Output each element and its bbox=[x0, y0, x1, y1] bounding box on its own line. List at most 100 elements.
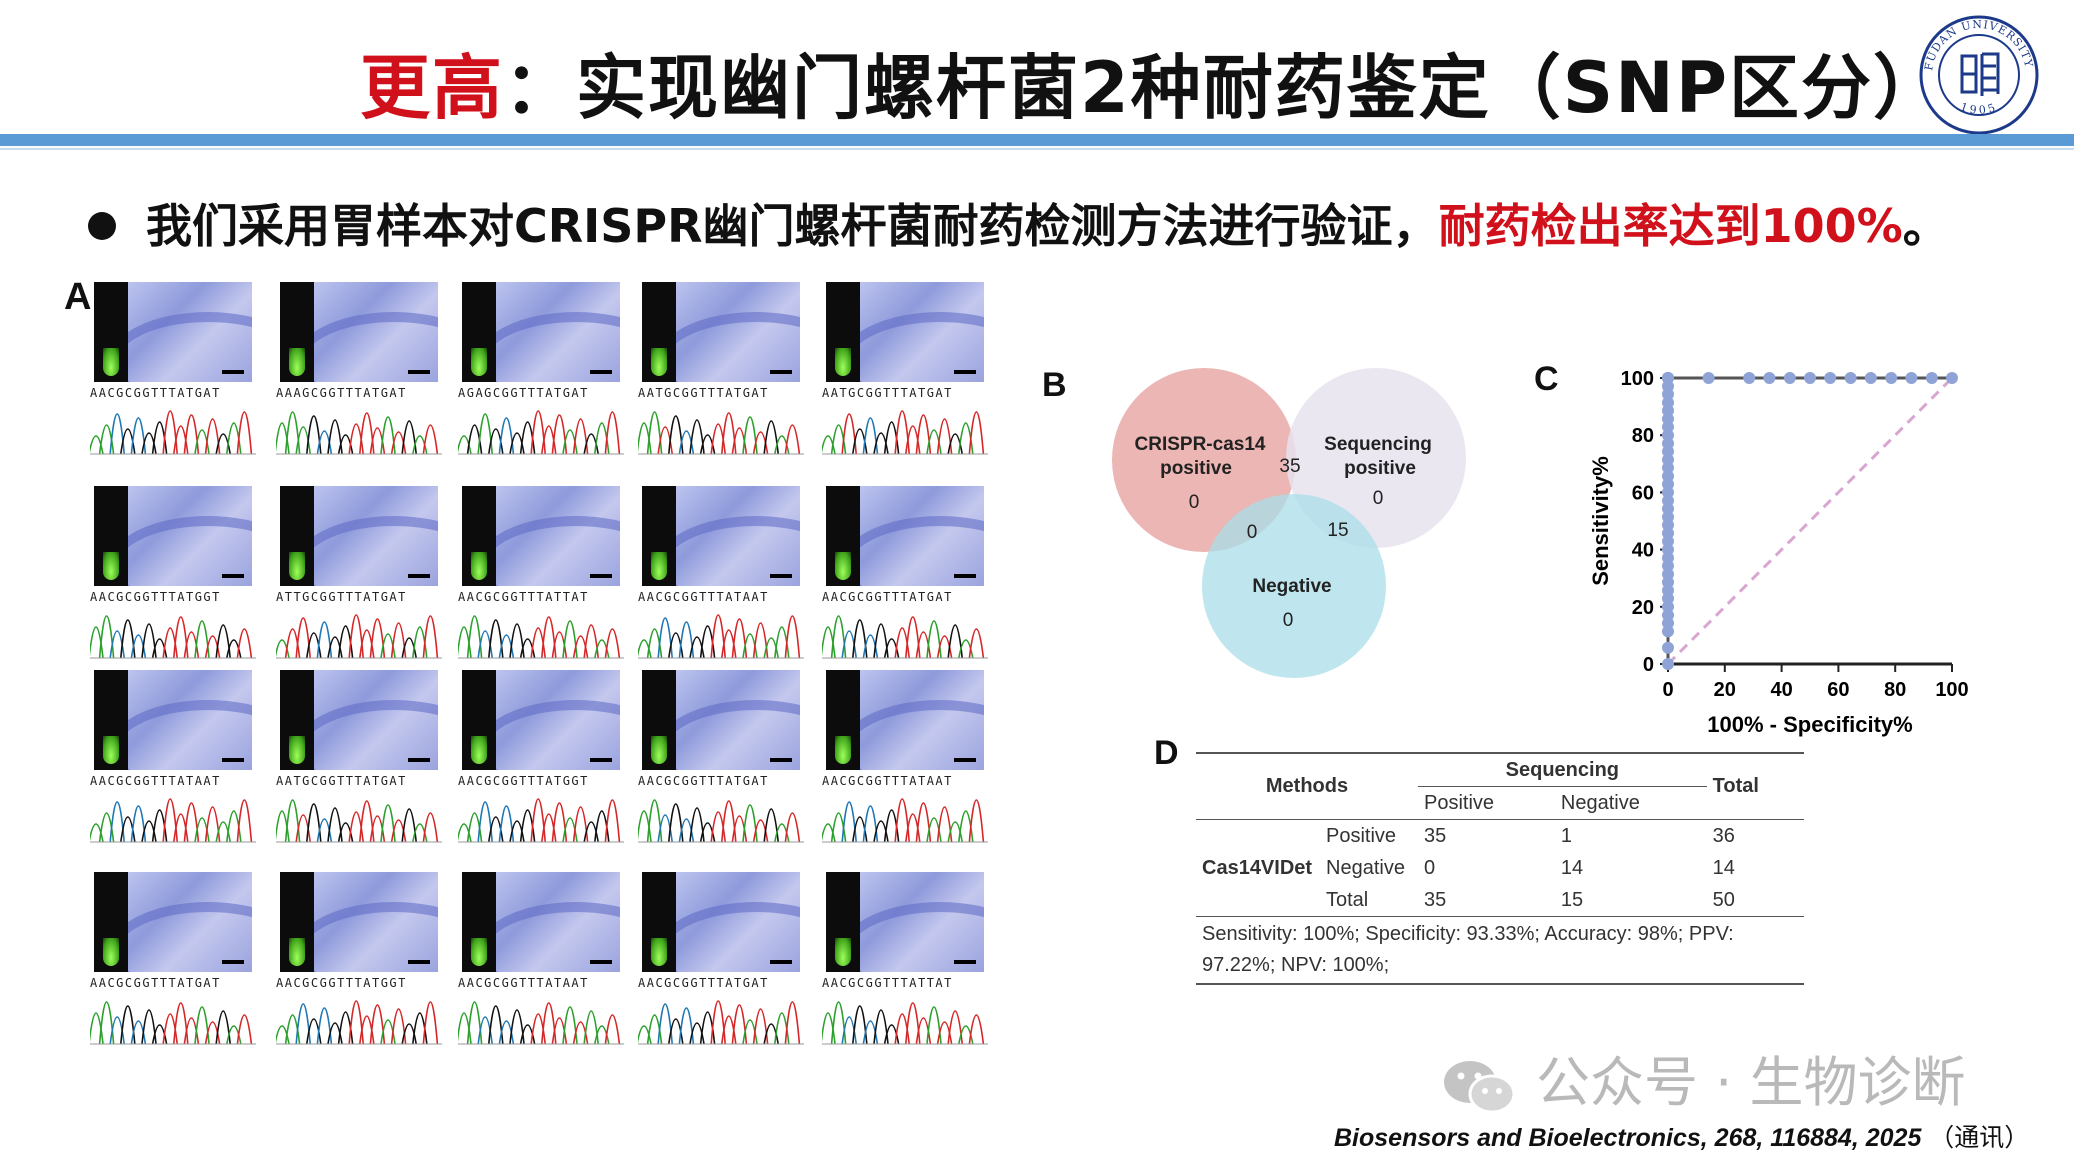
roc-chart: 0 20 40 60 80 100 0 20 40 60 80 100 100% - Specifici… bbox=[1588, 368, 1969, 737]
citation-ref: Biosensors and Bioelectronics, 268, 1168… bbox=[1334, 1124, 1922, 1152]
th-methods: Methods bbox=[1265, 775, 1349, 797]
venn-seq-neg: 15 bbox=[1327, 520, 1348, 541]
roc-point bbox=[1743, 372, 1756, 384]
y-axis-label: Sensitivity% bbox=[1588, 456, 1613, 586]
sequence-text: AACGCGGTTTATGAT bbox=[638, 976, 769, 990]
sample-panel: AACGCGGTTTATGAT bbox=[90, 282, 256, 457]
chromatogram bbox=[822, 1001, 988, 1045]
title-highlight: 更高 bbox=[360, 47, 504, 129]
sample-panel: AACGCGGTTTATGAT bbox=[822, 486, 988, 661]
panel-a-label: A bbox=[64, 276, 92, 318]
venn-seq-label-2: positive bbox=[1344, 458, 1416, 479]
sample-panel: AATGCGGTTTATGAT bbox=[276, 670, 442, 845]
row-pos: 35 bbox=[1424, 824, 1447, 847]
y-tick-label: 40 bbox=[1632, 540, 1654, 562]
sample-panel: AACGCGGTTTATAAT bbox=[458, 872, 624, 1047]
roc-point bbox=[1864, 372, 1877, 384]
sample-panel: AACGCGGTTTATAAT bbox=[90, 670, 256, 845]
roc-point bbox=[1662, 609, 1674, 622]
chromatogram bbox=[822, 615, 988, 659]
histology-image bbox=[860, 670, 984, 770]
row-neg: 14 bbox=[1560, 856, 1584, 879]
row-name: Negative bbox=[1326, 856, 1405, 879]
fluorescence-tube-image bbox=[280, 872, 314, 972]
sequence-text: AACGCGGTTTATAAT bbox=[458, 976, 589, 990]
histology-image bbox=[676, 872, 800, 972]
roc-point bbox=[1662, 429, 1674, 442]
header-divider-thin bbox=[0, 148, 2074, 150]
fluorescence-tube-image bbox=[462, 872, 496, 972]
x-axis-label: 100% - Specificity% bbox=[1707, 712, 1912, 737]
roc-point bbox=[1662, 453, 1674, 466]
y-tick-label: 100 bbox=[1621, 368, 1654, 390]
panel-b-label: B bbox=[1042, 366, 1067, 404]
title-rest: ：实现幽门螺杆菌2种耐药鉴定（SNP区分） bbox=[504, 47, 1946, 129]
roc-point bbox=[1662, 494, 1674, 507]
roc-point bbox=[1662, 625, 1674, 638]
chromatogram bbox=[638, 799, 804, 843]
histology-image bbox=[128, 872, 252, 972]
fluorescence-tube-image bbox=[280, 486, 314, 586]
row-pos: 0 bbox=[1424, 856, 1436, 879]
row-total: 50 bbox=[1712, 888, 1735, 911]
histology-image bbox=[860, 282, 984, 382]
sequence-text: AGAGCGGTTTATGAT bbox=[458, 386, 589, 400]
th-total: Total bbox=[1712, 775, 1759, 797]
sample-panel: AACGCGGTTTATGAT bbox=[90, 872, 256, 1047]
venn-diagram: CRISPR-cas14 positive 0 Sequencing posit… bbox=[1112, 368, 1466, 678]
chromatogram bbox=[458, 410, 624, 455]
roc-point bbox=[1662, 543, 1674, 556]
roc-point bbox=[1946, 372, 1958, 384]
bullet-highlight: 耐药检出率达到100% bbox=[1438, 199, 1903, 253]
sequence-text: AACGCGGTTTATGAT bbox=[90, 386, 221, 400]
sample-panel: AGAGCGGTTTATGAT bbox=[458, 282, 624, 457]
venn-negative-circle bbox=[1202, 494, 1386, 678]
bullet-point: 我们采用胃样本对CRISPR幽门螺杆菌耐药检测方法进行验证，耐药检出率达到100… bbox=[88, 190, 1949, 256]
sequence-text: AACGCGGTTTATAAT bbox=[90, 774, 221, 788]
fluorescence-tube-image bbox=[826, 670, 860, 770]
row-name: Positive bbox=[1326, 824, 1397, 847]
histology-image bbox=[314, 282, 438, 382]
roc-point bbox=[1662, 658, 1674, 670]
roc-point bbox=[1662, 380, 1674, 393]
fluorescence-tube-image bbox=[94, 670, 128, 770]
histology-image bbox=[676, 282, 800, 382]
row-pos: 35 bbox=[1424, 888, 1447, 911]
sample-panel: AACGCGGTTTATGAT bbox=[638, 670, 804, 845]
panel-d-label: D bbox=[1154, 734, 1179, 772]
svg-text:FUDAN UNIVERSITY: FUDAN UNIVERSITY bbox=[1922, 18, 2035, 72]
sample-panel: AATGCGGTTTATGAT bbox=[822, 282, 988, 457]
venn-crispr-only: 0 bbox=[1189, 492, 1200, 513]
y-tick-label: 20 bbox=[1632, 597, 1654, 619]
header-divider bbox=[0, 134, 2074, 146]
sample-panel: AACGCGGTTTATAAT bbox=[822, 670, 988, 845]
roc-point bbox=[1662, 600, 1674, 613]
histology-image bbox=[860, 872, 984, 972]
roc-point bbox=[1662, 437, 1674, 450]
chromatogram bbox=[822, 798, 988, 843]
roc-point bbox=[1925, 372, 1938, 384]
histology-image bbox=[496, 670, 620, 770]
chromatogram bbox=[90, 615, 256, 659]
sequence-text: AACGCGGTTTATTAT bbox=[822, 976, 953, 990]
row-neg: 15 bbox=[1560, 888, 1584, 911]
bullet-end: 。 bbox=[1902, 199, 1949, 253]
venn-crispr-neg: 0 bbox=[1247, 522, 1258, 543]
sample-panel: AACGCGGTTTATAAT bbox=[638, 486, 804, 661]
watermark: 公众号 · 生物诊断 bbox=[1440, 1038, 1966, 1117]
sequence-text: AATGCGGTTTATGAT bbox=[638, 386, 769, 400]
venn-crispr-label-2: positive bbox=[1160, 458, 1232, 479]
chromatogram bbox=[90, 410, 256, 455]
bullet-dot-icon bbox=[88, 211, 116, 240]
chromatogram bbox=[638, 411, 804, 455]
fluorescence-tube-image bbox=[642, 486, 676, 586]
sample-panel: AACGCGGTTTATTAT bbox=[458, 486, 624, 661]
sequence-text: AACGCGGTTTATGAT bbox=[822, 590, 953, 604]
roc-point bbox=[1662, 510, 1674, 523]
y-tick-label: 80 bbox=[1632, 425, 1654, 447]
fluorescence-tube-image bbox=[826, 282, 860, 382]
histology-image bbox=[314, 486, 438, 586]
chromatogram bbox=[458, 615, 624, 659]
histology-image bbox=[496, 872, 620, 972]
histology-image bbox=[314, 670, 438, 770]
